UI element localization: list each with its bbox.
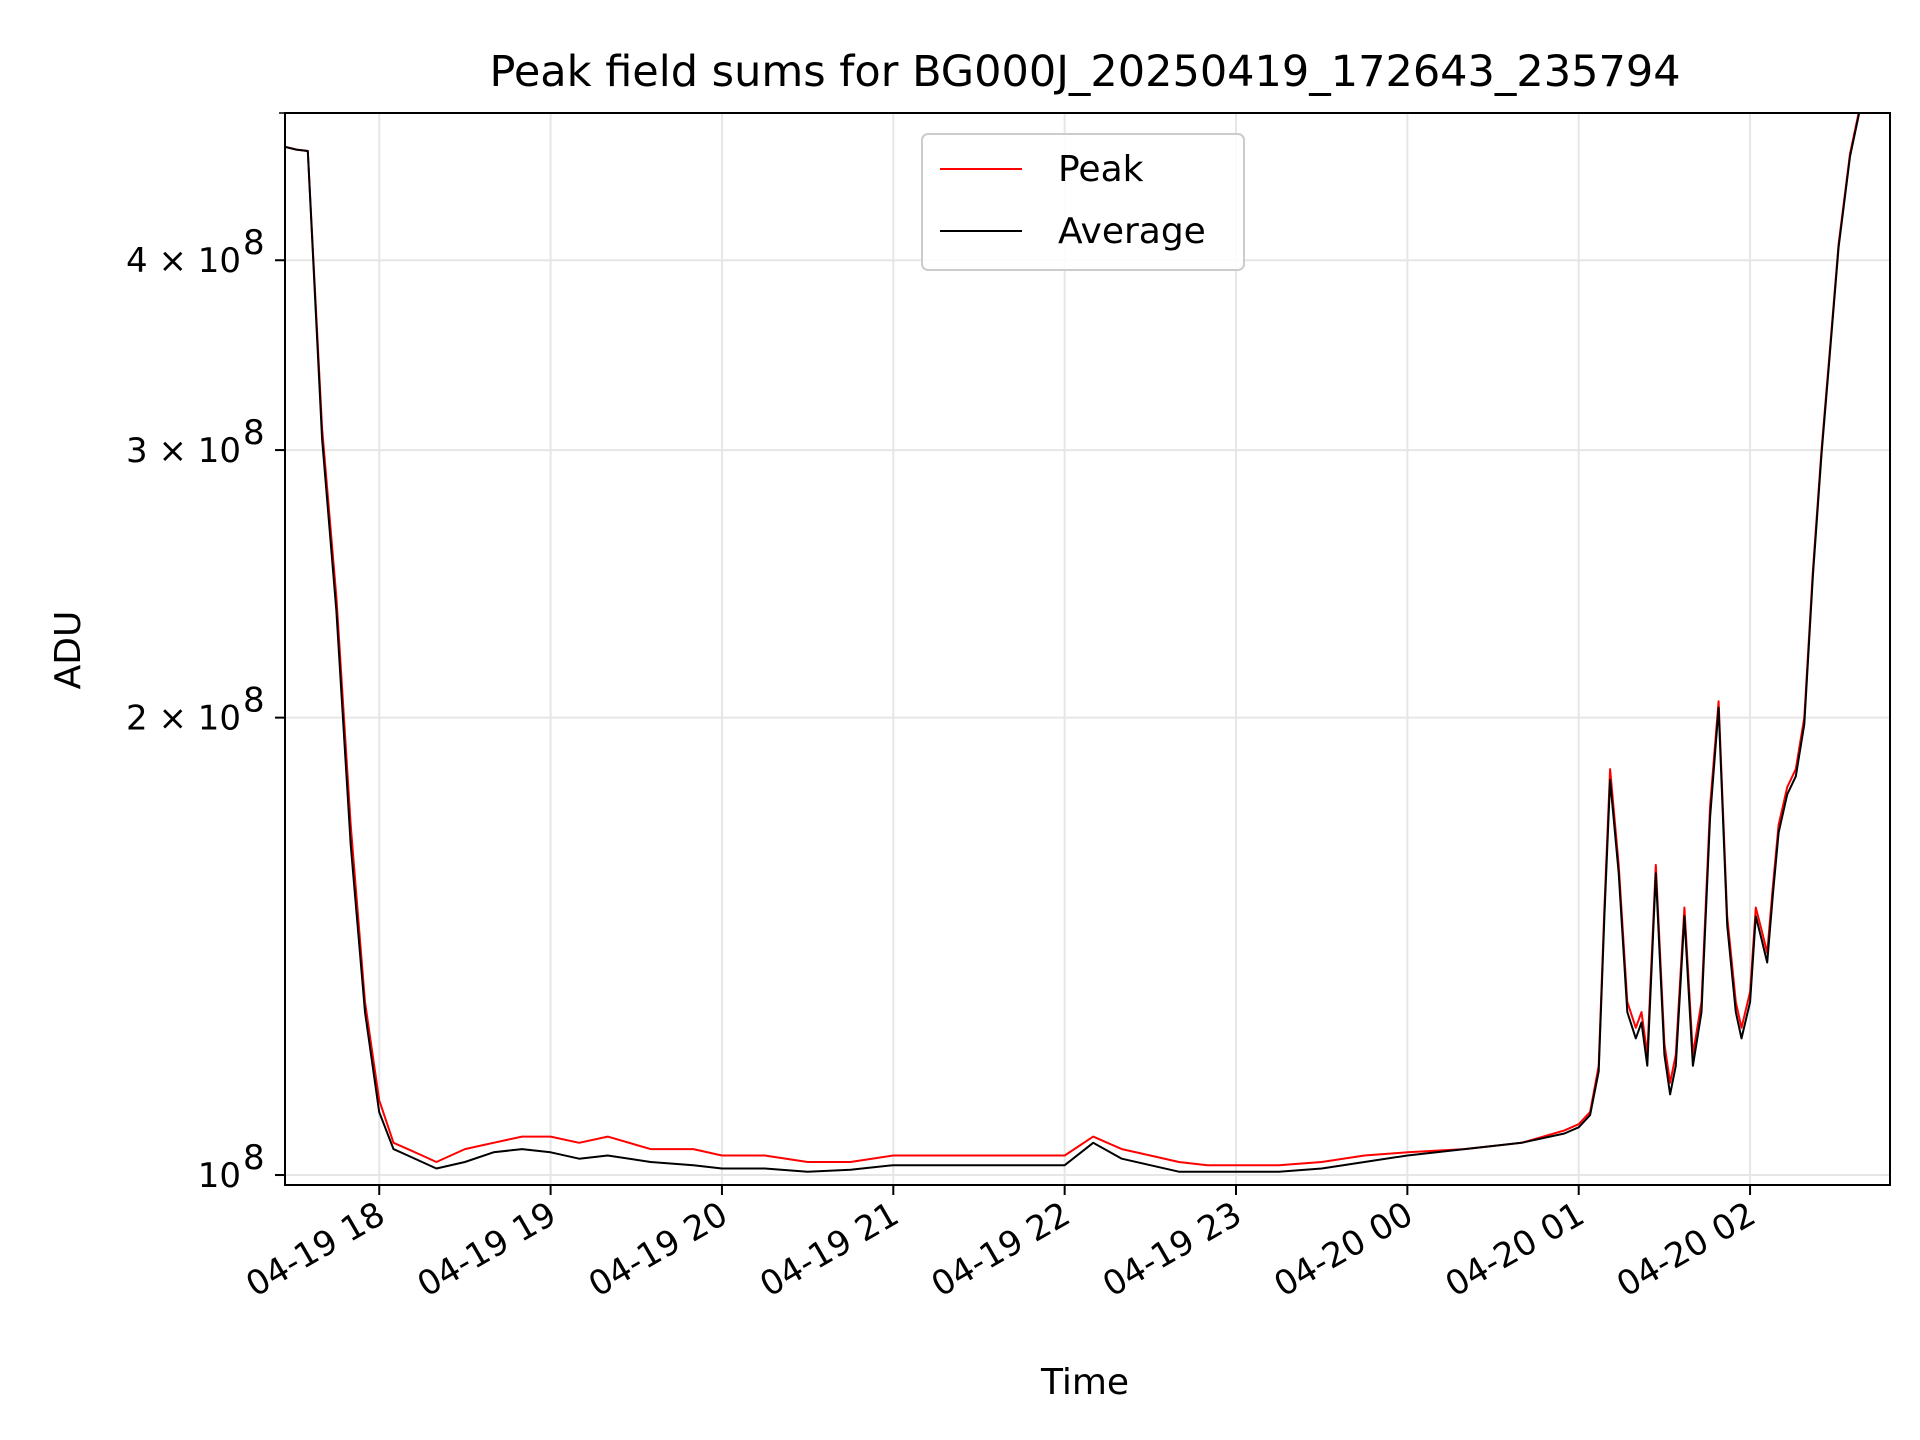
y-axis: 10 82 × 10 83 × 10 84 × 10 8 xyxy=(126,112,285,1196)
legend-label-average: Average xyxy=(1058,211,1206,252)
y-tick-exponent: 8 xyxy=(243,413,265,453)
y-tick-label: 2 × 10 xyxy=(126,699,241,739)
y-tick-exponent: 8 xyxy=(243,681,265,721)
y-tick-exponent: 8 xyxy=(243,223,265,263)
series-layer xyxy=(285,113,1861,1173)
series-line-average xyxy=(285,113,1861,1173)
y-tick-label: 3 × 10 xyxy=(126,431,241,471)
legend-label-peak: Peak xyxy=(1058,149,1144,190)
x-axis-label: Time xyxy=(1040,1362,1129,1403)
y-tick-label: 4 × 10 xyxy=(126,241,241,281)
grid xyxy=(285,113,1890,1185)
plot-frame xyxy=(284,112,1891,1186)
legend: Peak Average xyxy=(921,133,1245,271)
y-tick-exponent: 8 xyxy=(243,1138,265,1178)
y-tick-label: 10 xyxy=(198,1156,241,1196)
chart-title: Peak field sums for BG000J_20250419_1726… xyxy=(489,47,1680,97)
y-axis-label: ADU xyxy=(48,611,89,690)
